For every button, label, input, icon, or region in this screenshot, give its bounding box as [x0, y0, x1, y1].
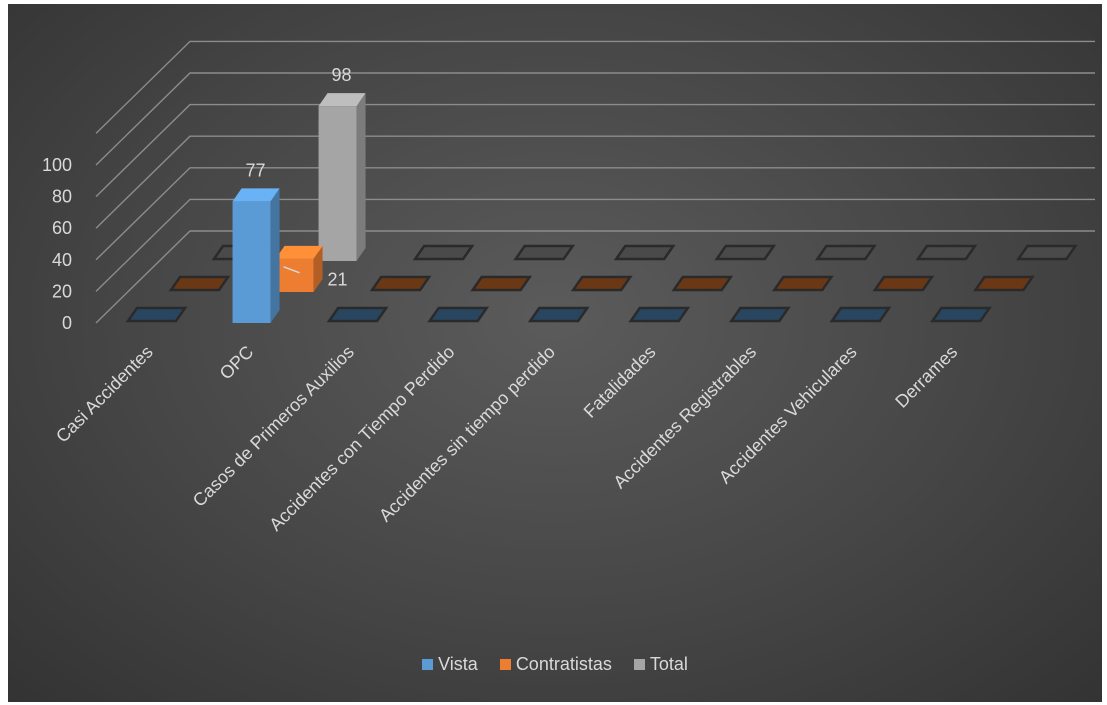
- category-label: Accidentes con Tiempo Perdido: [265, 342, 458, 535]
- bar-top-contratistas-1: [275, 245, 323, 259]
- leader-line: [283, 266, 300, 274]
- category-label: Casi Accidentes: [52, 342, 157, 447]
- gridline: [95, 135, 1095, 229]
- category-label: Derrames: [891, 342, 961, 412]
- y-tick-label: 80: [52, 187, 72, 207]
- bar-vista-4: [527, 306, 590, 323]
- bar-total-4: [613, 244, 676, 261]
- legend-label: Vista: [438, 654, 478, 674]
- bar-vista-3: [427, 306, 490, 323]
- y-tick-label: 60: [52, 218, 72, 238]
- gridlines: [95, 40, 1095, 324]
- y-tick-label: 100: [42, 155, 72, 175]
- bar-contratistas-0: [168, 275, 231, 292]
- bar-vista-5: [628, 306, 691, 323]
- series-contratistas: [168, 245, 1035, 292]
- gridline: [95, 103, 1095, 198]
- data-label-contratistas: 21: [328, 269, 348, 289]
- data-label-total: 98: [332, 65, 352, 85]
- legend-item-total: Total: [633, 654, 688, 675]
- bar-contratistas-5: [671, 275, 734, 292]
- legend-item-contratistas: Contratistas: [499, 654, 612, 675]
- bar-vista-0: [125, 306, 188, 323]
- legend-item-vista: Vista: [422, 654, 478, 675]
- bar-contratistas-3: [470, 275, 533, 292]
- category-label: OPC: [216, 342, 258, 384]
- bar-contratistas-6: [771, 275, 834, 292]
- bar-total-6: [814, 244, 877, 261]
- y-tick-label: 40: [52, 250, 72, 270]
- bar-total-7: [915, 244, 978, 261]
- bar-vista-2: [326, 306, 389, 323]
- bar-side-total-1: [356, 93, 366, 261]
- category-label: Accidentes sin tiempo perdido: [375, 342, 559, 526]
- bar-vista-6: [728, 306, 791, 323]
- bar-top-total-1: [318, 93, 366, 107]
- bar-total-5: [714, 244, 777, 261]
- y-tick-label: 20: [52, 281, 72, 301]
- legend-label: Total: [649, 654, 688, 674]
- bar-vista-8: [930, 306, 992, 323]
- legend-swatch: [422, 659, 434, 670]
- bar-contratistas-1: [275, 258, 314, 292]
- data-label-vista: 77: [246, 160, 266, 180]
- bar-top-vista-1: [232, 188, 280, 202]
- gridline: [95, 167, 1095, 261]
- series-vista: [125, 188, 992, 323]
- bar-contratistas-2: [369, 275, 432, 292]
- chart-plot: 0 20 40 60 80 100 98 21 77 Casi Accidentes OPCCaso…: [42, 40, 1095, 535]
- legend: Vista Contratistas Total: [8, 654, 1102, 675]
- bar-total-8: [1016, 244, 1078, 261]
- gridline: [95, 40, 1095, 134]
- legend-swatch: [499, 659, 511, 670]
- legend-label: Contratistas: [515, 654, 612, 674]
- legend-swatch: [633, 659, 645, 670]
- bar-contratistas-7: [872, 275, 935, 292]
- category-label: Casos de Primeros Auxilios: [189, 342, 358, 511]
- bar-vista-7: [829, 306, 892, 323]
- gridline: [95, 72, 1095, 166]
- gridline: [95, 230, 1095, 324]
- chart-area: 0 20 40 60 80 100 98 21 77 Casi Accidentes OPC Caso…: [8, 4, 1102, 702]
- category-label: Fatalidades: [580, 342, 660, 422]
- y-tick-label: 0: [62, 313, 72, 333]
- bar-total-2: [412, 244, 475, 261]
- bar-contratistas-4: [570, 275, 633, 292]
- bar-side-vista-1: [270, 188, 280, 323]
- bar-contratistas-8: [973, 275, 1035, 292]
- bar-side-contratistas-1: [313, 245, 323, 292]
- bar-total-1: [318, 106, 357, 261]
- gridline: [95, 198, 1095, 292]
- bar-vista-1: [232, 201, 271, 323]
- series-total: [211, 93, 1078, 261]
- data-labels: 98 21 77: [246, 65, 352, 289]
- bar-total-3: [513, 244, 576, 261]
